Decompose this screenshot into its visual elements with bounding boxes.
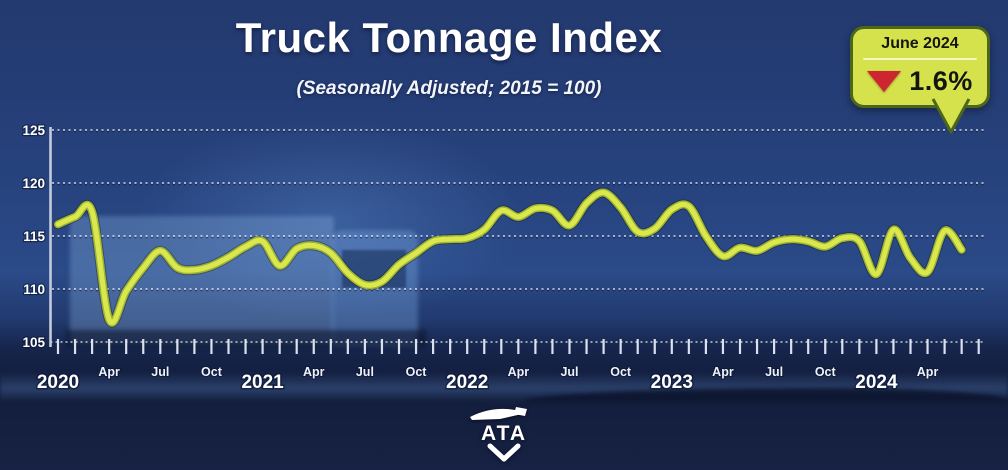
truck-trailer-silhouette bbox=[70, 216, 334, 344]
page-title: Truck Tonnage Index bbox=[235, 14, 663, 61]
x-axis-label-2020: 2020 bbox=[37, 372, 79, 393]
down-arrow-icon bbox=[867, 71, 902, 92]
x-axis-label-Oct: Oct bbox=[406, 365, 428, 379]
tonnage-line bbox=[55, 189, 965, 326]
badge-tail bbox=[931, 98, 971, 134]
y-axis-label-105: 105 bbox=[22, 335, 45, 350]
x-axis-label-Apr: Apr bbox=[98, 365, 120, 379]
x-axis-label-Apr: Apr bbox=[303, 365, 325, 379]
tonnage-line-shadow bbox=[53, 187, 967, 328]
badge-period-label: June 2024 bbox=[881, 35, 959, 52]
badge-divider bbox=[863, 58, 977, 60]
x-axis-label-Apr: Apr bbox=[917, 365, 939, 379]
hills-silhouette bbox=[524, 388, 1008, 402]
x-axis-label-2023: 2023 bbox=[651, 372, 693, 393]
y-axis-label-110: 110 bbox=[23, 282, 45, 297]
x-axis-label-2022: 2022 bbox=[446, 372, 488, 393]
change-callout-badge: June 2024 1.6% bbox=[850, 26, 990, 108]
photo-sky-glow bbox=[120, 110, 540, 330]
ata-logo-text: ATA bbox=[481, 422, 527, 445]
tonnage-line-edge bbox=[54, 188, 966, 327]
x-axis-label-Apr: Apr bbox=[508, 365, 530, 379]
truck-cab-silhouette bbox=[332, 230, 418, 346]
x-axis-label-Jul: Jul bbox=[356, 365, 374, 379]
ata-logo-chevron bbox=[487, 443, 521, 462]
x-axis-label-Oct: Oct bbox=[815, 365, 837, 379]
badge-change-row: 1.6% bbox=[861, 66, 979, 97]
y-axis-label-115: 115 bbox=[23, 229, 45, 244]
ata-logo: ATA bbox=[470, 407, 527, 462]
road-horizon bbox=[0, 372, 1008, 402]
y-axis-label-120: 120 bbox=[22, 176, 45, 191]
x-axis-label-2024: 2024 bbox=[855, 372, 898, 393]
ata-logo-truck-icon bbox=[470, 408, 522, 420]
badge-change-value: 1.6% bbox=[909, 66, 973, 96]
x-axis-label-Jul: Jul bbox=[765, 365, 783, 379]
x-axis-label-Oct: Oct bbox=[201, 365, 223, 379]
x-axis-label-Jul: Jul bbox=[560, 365, 578, 379]
x-axis-label-Oct: Oct bbox=[610, 365, 632, 379]
truck-underbody-shadow bbox=[66, 330, 426, 347]
x-axis-label-2021: 2021 bbox=[241, 372, 284, 393]
y-axis-label-125: 125 bbox=[22, 123, 45, 138]
ata-logo-truck-cab bbox=[514, 407, 527, 416]
page-subtitle: (Seasonally Adjusted; 2015 = 100) bbox=[296, 78, 602, 99]
truck-windshield-silhouette bbox=[342, 250, 406, 288]
x-axis-label-Jul: Jul bbox=[151, 365, 169, 379]
x-axis-label-Apr: Apr bbox=[712, 365, 734, 379]
